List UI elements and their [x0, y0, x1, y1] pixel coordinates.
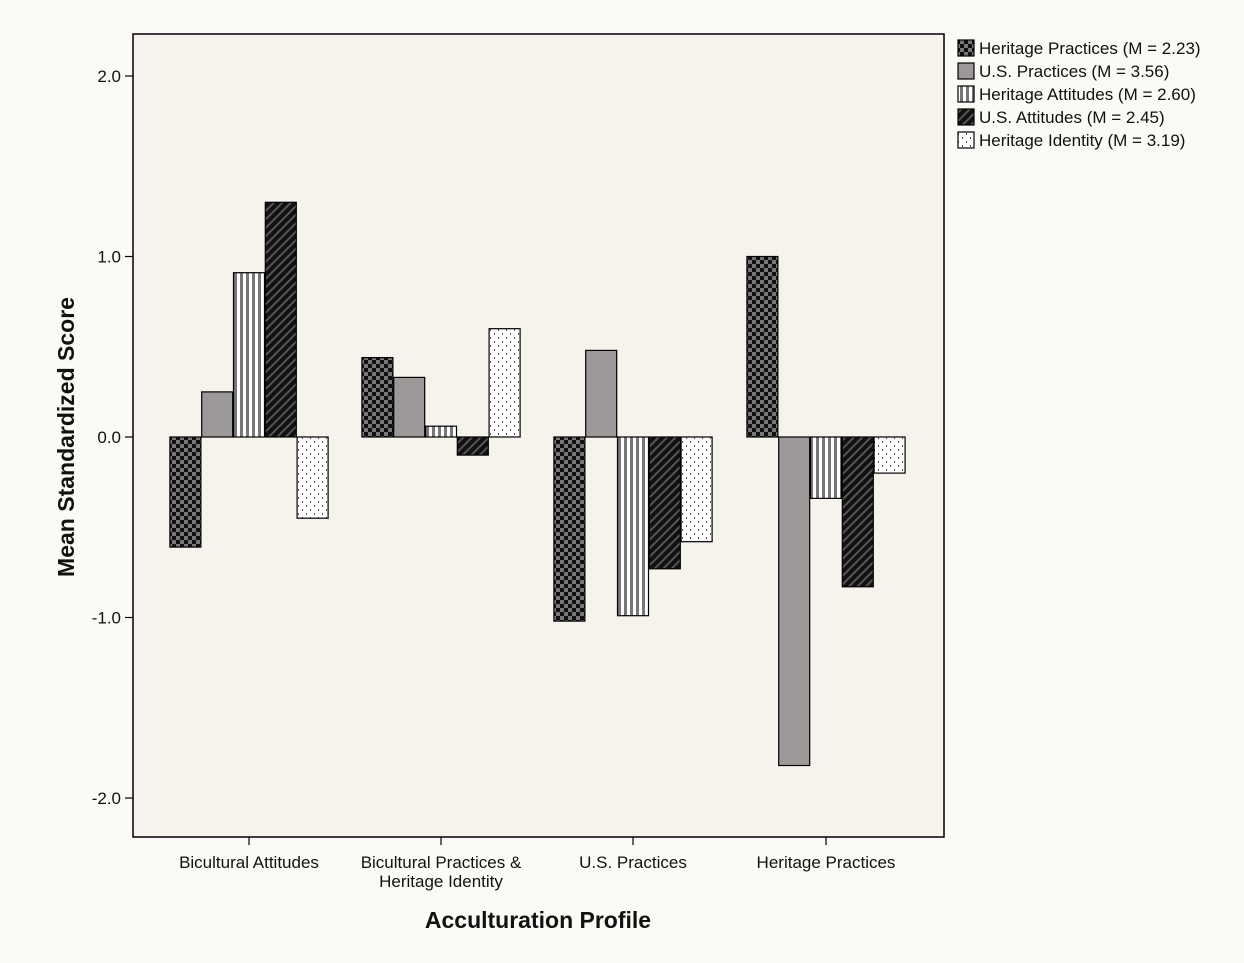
bar [488, 328, 521, 438]
x-tick-label: U.S. Practices [579, 853, 687, 872]
bar [393, 376, 426, 438]
legend-label: Heritage Practices (M = 2.23) [979, 39, 1201, 58]
y-tick-label: -1.0 [92, 609, 121, 628]
x-axis-title: Acculturation Profile [425, 907, 651, 933]
bar [585, 349, 618, 438]
bar [201, 391, 234, 438]
bar [296, 436, 329, 519]
legend-swatch [957, 131, 975, 149]
y-axis-title: Mean Standardized Score [53, 297, 79, 577]
bar [680, 436, 713, 543]
bar [809, 436, 843, 500]
legend: Heritage Practices (M = 2.23) U.S. Practi… [957, 39, 1201, 150]
bar [169, 436, 202, 548]
bar [746, 255, 779, 438]
bar [553, 436, 586, 622]
bar [424, 425, 458, 438]
bar [264, 201, 297, 438]
bar [648, 436, 681, 570]
bar [232, 272, 266, 438]
legend-label: Heritage Identity (M = 3.19) [979, 131, 1185, 150]
x-tick-label: Bicultural Attitudes [179, 853, 319, 872]
x-tick-label: Heritage Identity [379, 872, 503, 891]
legend-swatch [957, 39, 975, 57]
legend-swatch [957, 108, 975, 126]
bar [841, 436, 874, 588]
bar [873, 436, 906, 474]
legend-swatch [957, 85, 975, 103]
x-tick-label: Bicultural Practices & [361, 853, 522, 872]
x-tick-label: Heritage Practices [757, 853, 896, 872]
y-tick-label: 2.0 [97, 67, 121, 86]
bar [456, 436, 489, 456]
bar [361, 357, 394, 438]
bar [616, 436, 650, 617]
legend-label: U.S. Practices (M = 3.56) [979, 62, 1169, 81]
legend-label: Heritage Attitudes (M = 2.60) [979, 85, 1196, 104]
y-tick-label: 1.0 [97, 248, 121, 267]
legend-swatch [957, 62, 975, 80]
y-tick-label: 0.0 [97, 428, 121, 447]
bar [778, 436, 811, 767]
legend-label: U.S. Attitudes (M = 2.45) [979, 108, 1165, 127]
y-tick-label: -2.0 [92, 789, 121, 808]
